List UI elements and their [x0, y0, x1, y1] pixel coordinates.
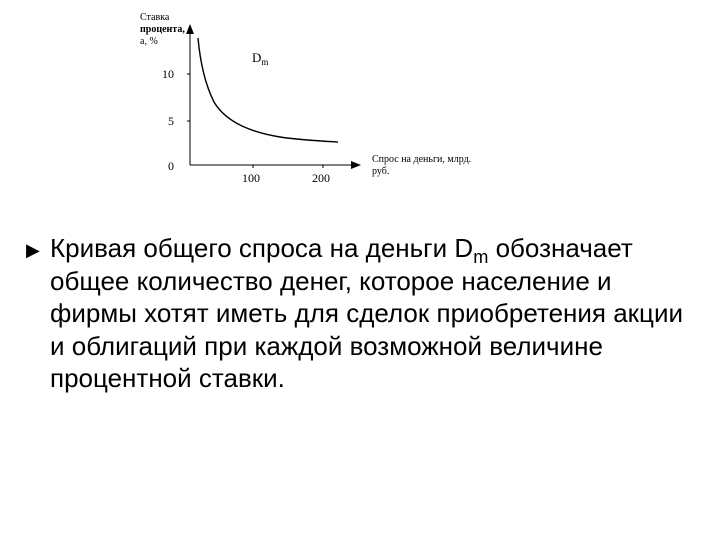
x-axis-label-line1: Спрос на деньги, млрд.: [372, 154, 471, 165]
axes: [186, 24, 361, 169]
body-paragraph: Кривая общего спроса на деньги Dm обозна…: [50, 232, 690, 395]
demand-curve: [198, 38, 338, 142]
body-text-pre: Кривая общего спроса на деньги D: [50, 233, 473, 263]
y-tick-0: 0: [168, 159, 174, 173]
chart-svg: Ставка процента, а, % 10 5 0 100 200 Спр…: [140, 10, 500, 200]
y-axis-label-line1: Ставка: [140, 12, 170, 23]
x-tick-200: 200: [312, 171, 330, 185]
y-axis-label-line2: процента,: [140, 24, 185, 35]
curve-label: Dm: [252, 50, 268, 67]
y-tick-10: 10: [162, 67, 174, 81]
x-axis-label-line2: руб.: [372, 166, 389, 177]
body-text-sub: m: [473, 247, 488, 267]
y-tick-5: 5: [168, 114, 174, 128]
money-demand-chart: Ставка процента, а, % 10 5 0 100 200 Спр…: [140, 10, 500, 200]
x-tick-100: 100: [242, 171, 260, 185]
bullet-marker: ▶: [26, 240, 40, 261]
y-axis-label-line3: а, %: [140, 36, 158, 47]
